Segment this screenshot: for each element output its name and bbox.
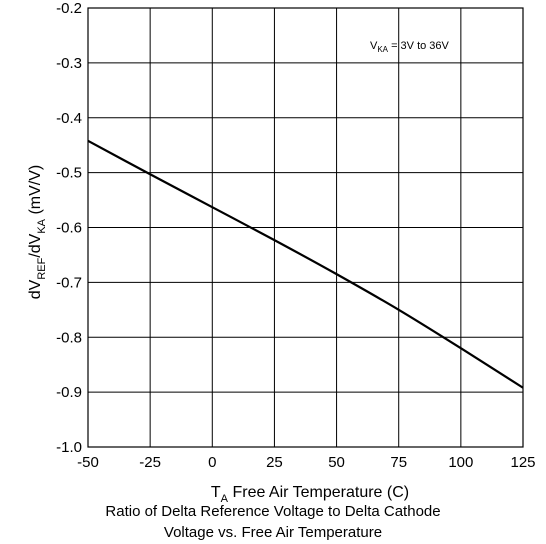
y-tick-label: -0.8 [56,329,82,346]
y-tick-label: -0.9 [56,384,82,401]
x-tick-labels: -50 -25 0 25 50 75 100 125 [77,454,535,471]
y-tick-label: -0.4 [56,110,82,127]
series-line [87,139,524,389]
y-tick-label: -0.5 [56,165,82,182]
y-tick-labels: -0.2 -0.3 -0.4 -0.5 -0.6 -0.7 -0.8 -0.9 -1.0 [56,0,82,456]
caption-line-2: Voltage vs. Free Air Temperature [163,524,383,541]
conditions-annotation: VKA = 3V to 36V [370,40,450,54]
x-tick-label: 100 [448,454,473,471]
grid [87,7,524,448]
x-tick-label: 50 [328,454,345,471]
x-tick-label: -50 [77,454,99,471]
y-tick-label: -0.3 [56,55,82,72]
x-tick-label: 75 [390,454,407,471]
y-tick-label: -1.0 [56,439,82,456]
x-tick-label: -25 [139,454,161,471]
y-tick-label: -0.6 [56,220,82,237]
x-tick-label: 25 [266,454,283,471]
y-tick-label: -0.7 [56,274,82,291]
x-axis-label: TA Free Air Temperature (C) [211,484,409,505]
x-tick-label: 125 [510,454,535,471]
caption-line-1: Ratio of Delta Reference Voltage to Delt… [105,503,441,520]
series-layer [87,139,524,389]
plot-frame [87,7,524,448]
y-axis-label: dVREF/dVKA (mV/V) [27,165,48,300]
y-tick-label: -0.2 [56,0,82,17]
x-tick-label: 0 [208,454,216,471]
